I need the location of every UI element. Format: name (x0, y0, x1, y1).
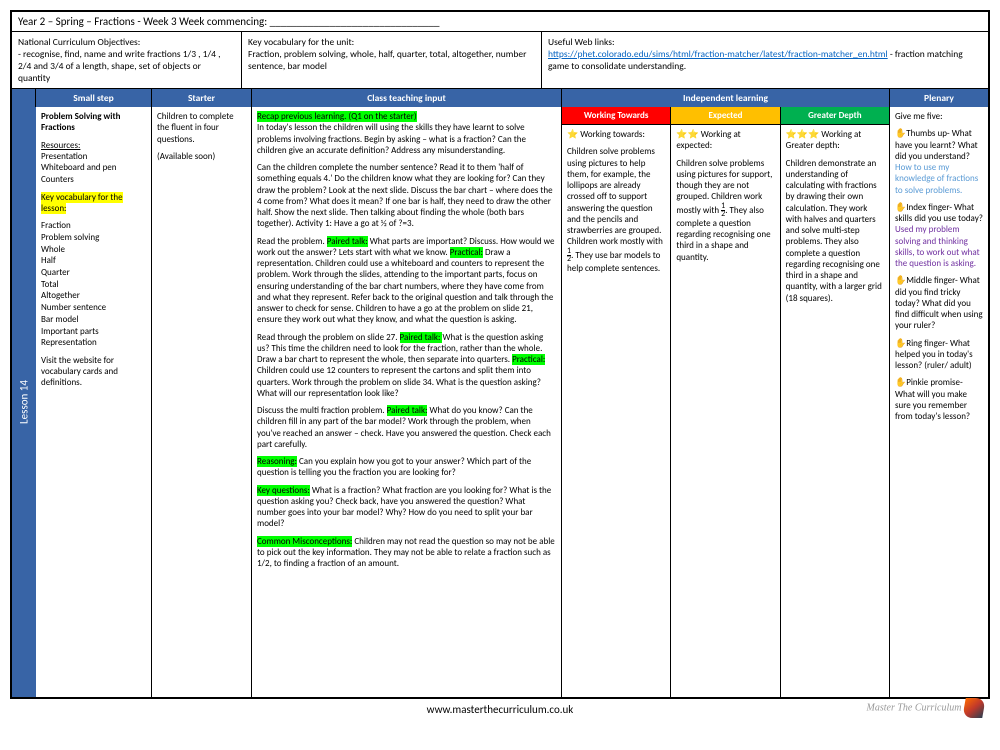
ex-cell: ⭐⭐ Working at expected: Children solve p… (671, 125, 780, 697)
working-towards-header: Working Towards (562, 107, 671, 124)
teaching-p4c: Children could use 12 counters to repres… (257, 365, 541, 399)
nc-objectives: National Curriculum Objectives: - recogn… (12, 32, 242, 88)
wl-title: Useful Web links: (548, 36, 614, 48)
web-links: Useful Web links: https://phet.colorado.… (542, 32, 988, 88)
paired-talk-1: Paired talk: (327, 236, 368, 247)
resources-label: Resources: (41, 140, 80, 151)
header-plenary: Plenary (890, 89, 988, 107)
starter-note: (Available soon) (157, 151, 246, 162)
plenary-intro: Give me five: (895, 111, 983, 122)
starter-col: Children to complete the fluent in four … (152, 107, 252, 697)
kv-text: Fraction, problem solving, whole, half, … (248, 48, 526, 72)
recap-hl: Recap previous learning. (Q1 on the star… (257, 111, 417, 122)
kv-title: Key vocabulary for the unit: (248, 36, 354, 48)
teaching-p1: In today's lesson the children will usin… (257, 122, 526, 156)
plenary-col: Give me five: ✋Thumbs up- What have you … (890, 107, 988, 697)
top-bar: Year 2 – Spring – Fractions - Week 3 Wee… (12, 12, 988, 32)
gd-star: ⭐⭐⭐ Working at Greater depth: (786, 129, 884, 152)
teaching-p2: Can the children complete the number sen… (257, 162, 556, 230)
ex-star: ⭐⭐ Working at expected: (676, 129, 774, 152)
ring-finger: ✋Ring finger- What helped you in today's… (895, 338, 983, 372)
visit-note: Visit the website for vocabulary cards a… (41, 355, 146, 389)
logo-swoosh-icon (962, 698, 986, 718)
greater-depth-header: Greater Depth (781, 107, 889, 124)
middle-finger: ✋Middle finger- What did you find tricky… (895, 275, 983, 331)
wt-text: Children solve problems using pictures t… (567, 146, 663, 247)
paired-talk-3: Paired talk: (387, 405, 428, 416)
week-title: Year 2 – Spring – Fractions - Week 3 Wee… (18, 15, 439, 28)
gd-text: Children demonstrate an understanding of… (786, 158, 884, 304)
resources-list: Presentation Whiteboard and pen Counters (41, 151, 117, 185)
practical-1: Practical: (450, 247, 483, 258)
starter-text: Children to complete the fluent in four … (157, 111, 246, 145)
key-vocab-label: Key vocabulary for the lesson: (41, 192, 123, 214)
header-teaching: Class teaching input (252, 89, 562, 107)
content-row: Lesson 14 Problem Solving with Fractions… (12, 107, 988, 697)
nc-title: National Curriculum Objectives: (18, 36, 140, 48)
wt-cell: ⭐ Working towards: Children solve proble… (562, 125, 671, 697)
lesson-number: Lesson 14 (18, 380, 31, 424)
key-vocab-unit: Key vocabulary for the unit: Fraction, p… (242, 32, 542, 88)
lesson-header-spacer (12, 89, 36, 107)
indep-headers: Working Towards Expected Greater Depth (562, 107, 889, 125)
lesson-title: Problem Solving with Fractions (41, 111, 146, 134)
thumbs-up: ✋Thumbs up- What have you learnt? What d… (895, 128, 978, 162)
teaching-p6: Can you explain how you got to your answ… (257, 456, 531, 478)
nc-text: - recognise, find, name and write fracti… (18, 48, 221, 84)
paired-talk-2: Paired talk: (400, 332, 443, 343)
lesson-plan-page: Year 2 – Spring – Fractions - Week 3 Wee… (10, 10, 990, 699)
pinkie: ✋Pinkie promise- What will you make sure… (895, 377, 983, 422)
indep-body: ⭐ Working towards: Children solve proble… (562, 125, 889, 697)
reasoning-hl: Reasoning: (257, 456, 297, 467)
teaching-col: Recap previous learning. (Q1 on the star… (252, 107, 562, 697)
info-row: National Curriculum Objectives: - recogn… (12, 32, 988, 88)
lesson-sidebar: Lesson 14 (12, 107, 36, 697)
independent-col: Working Towards Expected Greater Depth ⭐… (562, 107, 890, 697)
web-link[interactable]: https://phet.colorado.edu/sims/html/frac… (548, 48, 888, 60)
logo: Master The Curriculum (867, 698, 985, 718)
header-independent: Independent learning (562, 89, 890, 107)
header-starter: Starter (152, 89, 252, 107)
column-headers: Small step Starter Class teaching input … (12, 88, 988, 107)
footer: www.masterthecurriculum.co.uk Master The… (10, 699, 990, 720)
small-step-col: Problem Solving with Fractions Resources… (36, 107, 152, 697)
logo-text: Master The Curriculum (867, 702, 962, 713)
footer-url: www.masterthecurriculum.co.uk (427, 703, 574, 716)
index-answer: Used my problem solving and thinking ski… (895, 224, 980, 269)
teaching-p5a: Discuss the multi fraction problem. (257, 405, 387, 416)
wt-star: ⭐ Working towards: (567, 129, 665, 140)
key-questions-hl: Key questions: (257, 485, 310, 496)
expected-header: Expected (671, 107, 780, 124)
teaching-p4a: Read through the problem on slide 27. (257, 332, 400, 343)
practical-2: Practical: (512, 354, 545, 365)
gd-cell: ⭐⭐⭐ Working at Greater depth: Children d… (781, 125, 889, 697)
header-small-step: Small step (36, 89, 152, 107)
wt-after: . They use bar models to help complete s… (567, 249, 660, 274)
misconceptions-hl: Common Misconceptions: (257, 536, 352, 547)
teaching-p3c: Draw a representation. Children could us… (257, 247, 553, 326)
vocab-list: Fraction Problem solving Whole Half Quar… (41, 220, 146, 349)
thumbs-answer: How to use my knowledge of fractions to … (895, 162, 978, 196)
index-finger: ✋Index finger- What skills did you use t… (895, 202, 983, 224)
teaching-p3a: Read the problem. (257, 236, 327, 247)
